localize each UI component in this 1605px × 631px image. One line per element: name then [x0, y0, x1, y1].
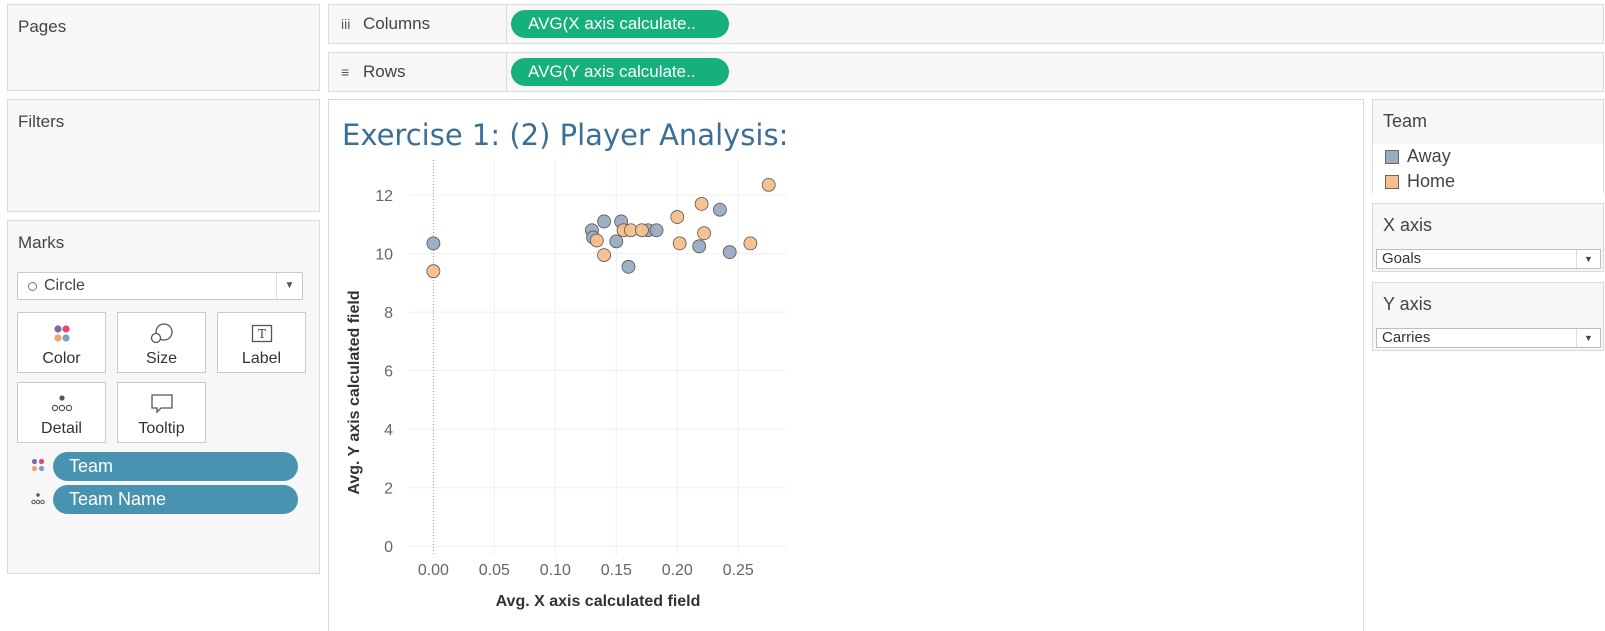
- y-tick-label: 4: [384, 422, 393, 439]
- rows-icon: ≡: [341, 64, 350, 80]
- data-point-home: [634, 223, 649, 238]
- team-legend[interactable]: Team Away Home: [1372, 99, 1604, 193]
- columns-pill[interactable]: AVG(X axis calculate..: [511, 10, 729, 38]
- filters-title: Filters: [18, 112, 65, 131]
- y-axis-select-value: Carries: [1382, 329, 1431, 346]
- y-axis-param-title: Y axis: [1383, 294, 1432, 314]
- chevron-down-icon[interactable]: ▼: [1576, 250, 1600, 268]
- size-button[interactable]: Size: [117, 312, 206, 373]
- color-button[interactable]: Color: [17, 312, 106, 373]
- data-point-away: [621, 259, 636, 274]
- marks-card: Marks Circle ▼ Color Size T: [7, 220, 320, 574]
- color-label: Color: [42, 350, 81, 367]
- y-tick-label: 6: [384, 364, 393, 381]
- rows-pill[interactable]: AVG(Y axis calculate..: [511, 58, 729, 86]
- pages-title: Pages: [18, 17, 67, 36]
- worksheet-title: Exercise 1: (2) Player Analysis:: [342, 118, 789, 152]
- chevron-down-icon[interactable]: ▼: [276, 273, 302, 299]
- x-axis-title: Avg. X axis calculated field: [496, 593, 701, 610]
- x-axis-parameter: X axis Goals ▼: [1372, 203, 1604, 272]
- columns-label: Columns: [363, 14, 431, 33]
- filters-panel[interactable]: Filters: [7, 99, 320, 212]
- label-button[interactable]: T Label: [217, 312, 306, 373]
- rows-pill-label: AVG(Y axis calculate..: [528, 62, 696, 81]
- columns-shelf[interactable]: iii Columns AVG(X axis calculate..: [328, 4, 1604, 44]
- color-icon: [30, 457, 46, 473]
- rows-label: Rows: [363, 62, 406, 81]
- home-swatch: [1385, 174, 1399, 189]
- data-point-away: [609, 234, 624, 249]
- mark-type-dropdown[interactable]: Circle ▼: [17, 272, 303, 300]
- rows-shelf-label: ≡ Rows: [329, 53, 507, 91]
- team-name-field-label: Team Name: [69, 489, 167, 509]
- columns-pill-label: AVG(X axis calculate..: [528, 14, 696, 33]
- size-label: Size: [145, 350, 178, 367]
- text-icon: T: [218, 322, 305, 346]
- data-point-away: [426, 236, 441, 251]
- data-point-home: [672, 236, 687, 251]
- y-tick-label: 0: [384, 539, 393, 556]
- columns-icon: iii: [341, 16, 351, 32]
- circle-icon: [28, 282, 37, 291]
- y-tick-label: 2: [384, 481, 393, 498]
- x-axis-select-value: Goals: [1382, 250, 1422, 267]
- detail-label: Detail: [41, 420, 82, 437]
- data-point-away: [597, 214, 611, 229]
- size-icon: [118, 322, 205, 346]
- chevron-down-icon[interactable]: ▼: [1576, 329, 1600, 347]
- rows-shelf[interactable]: ≡ Rows AVG(Y axis calculate..: [328, 52, 1604, 92]
- marks-title: Marks: [18, 233, 65, 252]
- legend-body: [1373, 144, 1603, 193]
- x-axis-param-title: X axis: [1383, 215, 1433, 235]
- y-tick-label: 12: [375, 188, 393, 205]
- worksheet-view[interactable]: Exercise 1: (2) Player Analysis: 0.00 0.0…: [328, 99, 1364, 631]
- x-tick-label: 0.15: [601, 562, 632, 579]
- y-tick-label: 8: [384, 305, 393, 322]
- team-field-pill[interactable]: Team: [53, 452, 298, 481]
- y-axis-select[interactable]: Carries ▼: [1376, 328, 1601, 348]
- x-tick-label: 0.05: [479, 562, 510, 579]
- data-point-away: [722, 245, 737, 260]
- data-point-away: [713, 202, 727, 217]
- color-icon: [18, 322, 105, 346]
- data-point-away: [649, 223, 664, 238]
- data-point-home: [670, 210, 685, 224]
- data-point-home: [694, 196, 709, 211]
- detail-icon: [30, 491, 46, 507]
- tooltip-button[interactable]: Tooltip: [117, 382, 206, 443]
- legend-item-home[interactable]: Home: [1385, 171, 1455, 192]
- svg-text:T: T: [257, 327, 265, 341]
- x-axis-select[interactable]: Goals ▼: [1376, 249, 1601, 269]
- tooltip-icon: [118, 392, 205, 416]
- detail-icon: [18, 392, 105, 416]
- x-tick-label: 0.25: [723, 562, 754, 579]
- x-tick-label: 0.10: [540, 562, 571, 579]
- team-name-field-pill[interactable]: Team Name: [53, 485, 298, 514]
- detail-button[interactable]: Detail: [17, 382, 106, 443]
- data-point-home: [597, 248, 611, 262]
- y-axis-parameter: Y axis Carries ▼: [1372, 282, 1604, 351]
- data-point-home: [743, 236, 758, 251]
- mark-type-value: Circle: [44, 277, 85, 294]
- pages-panel[interactable]: Pages: [7, 4, 320, 91]
- legend-home-label: Home: [1407, 171, 1456, 191]
- label-label: Label: [241, 350, 282, 367]
- y-axis-title: Avg. Y axis calculated field: [346, 290, 363, 494]
- x-tick-label: 0.00: [418, 562, 449, 579]
- data-point-home: [589, 233, 604, 248]
- scatter-chart[interactable]: 0.00 0.05 0.10 0.15 0.20 0.25 0 2 4 6 8 10 12 Avg. X …: [329, 160, 799, 630]
- x-tick-label: 0.20: [662, 562, 693, 579]
- data-point-home: [761, 177, 776, 192]
- legend-title: Team: [1383, 111, 1428, 131]
- y-tick-label: 10: [375, 247, 393, 264]
- legend-item-away[interactable]: Away: [1385, 146, 1451, 167]
- away-swatch: [1385, 149, 1399, 164]
- tooltip-label: Tooltip: [138, 420, 185, 437]
- team-field-label: Team: [69, 456, 114, 476]
- legend-away-label: Away: [1407, 146, 1451, 166]
- data-point-home: [697, 226, 711, 241]
- data-point-away: [692, 239, 707, 254]
- columns-shelf-label: iii Columns: [329, 5, 507, 43]
- data-point-home: [426, 264, 441, 279]
